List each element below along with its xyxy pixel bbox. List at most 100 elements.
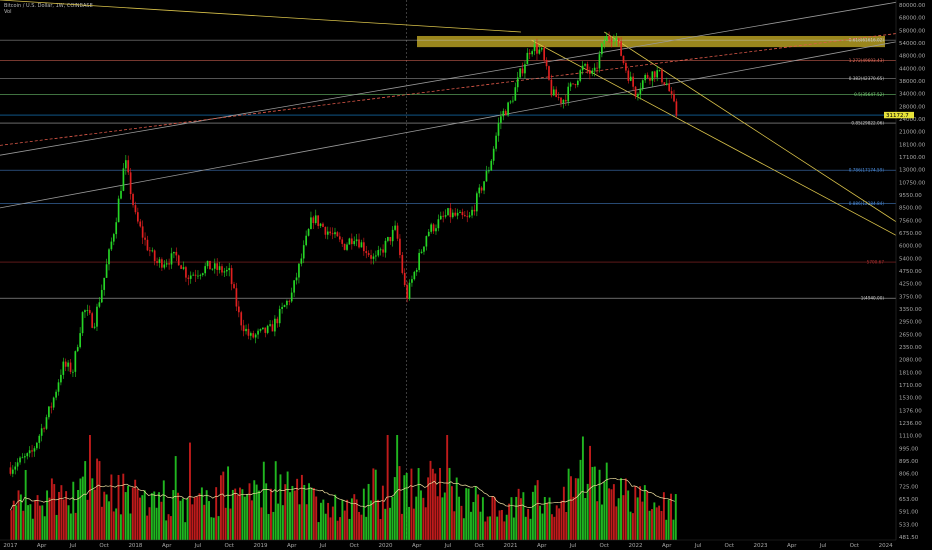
volume-bar: [608, 488, 611, 540]
volume-bar: [641, 501, 644, 540]
candle-body: [197, 275, 199, 277]
volume-bar: [312, 487, 315, 540]
candle-body: [509, 101, 512, 103]
y-tick-label: 1710.00: [899, 383, 922, 389]
volume-bar: [205, 490, 208, 540]
candle-body: [173, 251, 175, 254]
volume-bar: [143, 490, 146, 540]
volume-bar: [420, 490, 422, 540]
candle-body: [512, 100, 514, 102]
candle-body: [192, 274, 194, 276]
volume-bar: [358, 511, 361, 540]
volume-bar: [651, 509, 653, 540]
candle-body: [476, 193, 478, 212]
candle-body: [473, 209, 476, 212]
x-tick-label: Apr: [37, 543, 47, 549]
y-tick-label: 1376.00: [899, 408, 922, 414]
candle-body: [314, 215, 317, 223]
candle-body: [560, 97, 562, 104]
volume-bar: [405, 472, 408, 540]
volume-bar: [558, 508, 561, 540]
candle-body: [307, 229, 310, 236]
y-tick-label: 591.00: [899, 510, 919, 516]
volume-bar: [98, 461, 101, 540]
candle-body: [387, 237, 389, 241]
volume-bar: [620, 478, 622, 540]
candle-body: [305, 235, 307, 246]
candle-body: [370, 255, 372, 259]
y-tick-label: 4750.00: [899, 269, 922, 275]
candle-body: [350, 238, 353, 245]
candle-body: [545, 59, 548, 67]
candle-body: [507, 102, 509, 116]
volume-bar: [665, 519, 668, 540]
candle-body: [463, 215, 466, 217]
x-tick-label: 2023: [754, 543, 768, 549]
candle-body: [50, 406, 53, 408]
volume-bar: [119, 514, 122, 540]
volume-bar: [310, 487, 313, 540]
candle-body: [625, 62, 627, 71]
candle-body: [442, 215, 445, 217]
volume-bar: [493, 497, 496, 540]
candle-body: [461, 211, 464, 216]
volume-bar: [72, 481, 75, 540]
x-tick-label: Jul: [694, 543, 702, 549]
volume-bar: [286, 471, 289, 540]
volume-bar: [60, 485, 63, 540]
candle-body: [538, 49, 541, 54]
volume-bar: [453, 511, 456, 540]
candle-body: [259, 329, 262, 331]
volume-bar: [415, 496, 418, 540]
volume-bar: [215, 487, 218, 540]
volume-bar: [67, 505, 70, 540]
candle-body: [403, 272, 406, 286]
y-tick-label: 3350.00: [899, 307, 922, 313]
volume-bar: [231, 489, 234, 540]
volume-bar: [58, 491, 60, 540]
volume-bar: [46, 490, 49, 540]
volume-bar: [34, 500, 37, 540]
candle-body: [163, 264, 166, 268]
candle-body: [562, 99, 565, 104]
candle-body: [485, 170, 488, 182]
volume-bar: [505, 514, 508, 540]
x-tick-label: Apr: [287, 543, 297, 549]
volume-bar: [222, 471, 225, 540]
candle-body: [319, 223, 322, 226]
candle-body: [420, 251, 423, 253]
candle-body: [149, 250, 151, 252]
x-tick-label: Oct: [474, 543, 484, 549]
volume-bar: [508, 503, 511, 540]
candle-body: [322, 223, 324, 227]
y-tick-label: 2950.00: [899, 320, 922, 326]
candle-body: [134, 205, 137, 213]
volume-bar: [446, 435, 449, 540]
x-tick-label: Oct: [725, 543, 735, 549]
volume-bar: [624, 478, 627, 540]
volume-bar: [579, 459, 582, 540]
volume-bar: [498, 510, 501, 540]
candle-body: [180, 265, 182, 269]
candle-body: [211, 268, 214, 270]
candle-body: [194, 274, 197, 276]
volume-bar: [110, 474, 113, 540]
candle-body: [552, 89, 555, 96]
candle-body: [622, 55, 625, 63]
y-tick-label: 895.00: [899, 459, 919, 465]
candle-body: [439, 215, 442, 220]
volume-bar: [553, 516, 556, 540]
y-tick-label: 2080.00: [899, 358, 922, 364]
volume-bar: [355, 499, 358, 540]
volume-bar: [410, 468, 413, 540]
candle-body: [100, 289, 103, 303]
candle-body: [524, 64, 526, 74]
volume-bar: [477, 494, 480, 540]
volume-bar: [141, 495, 144, 540]
volume-bar: [160, 501, 163, 540]
y-tick-label: 653.00: [899, 497, 919, 503]
candle-body: [483, 181, 485, 191]
volume-bar: [546, 502, 549, 540]
volume-bar: [529, 518, 532, 540]
